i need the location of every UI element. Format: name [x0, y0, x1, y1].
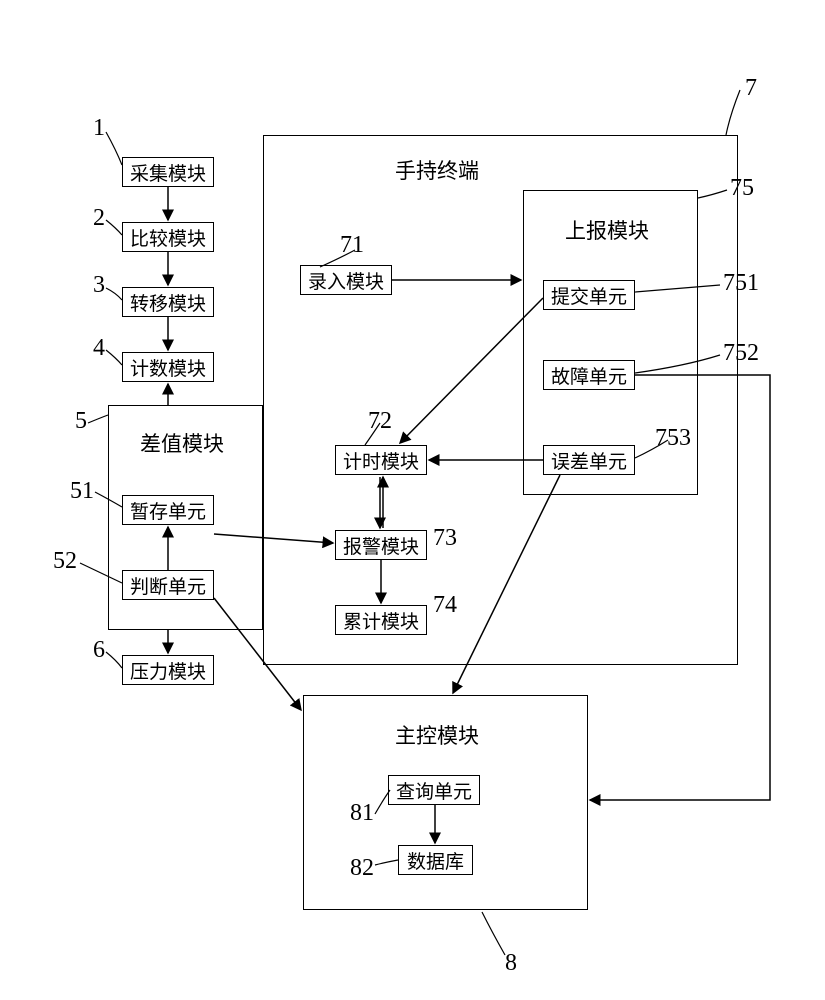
box-collect-module: 采集模块	[122, 157, 214, 187]
box-query-unit: 查询单元	[388, 775, 480, 805]
label: 故障单元	[551, 362, 627, 389]
box-pressure-module: 压力模块	[122, 655, 214, 685]
callout-752: 752	[723, 340, 759, 367]
callout-8: 8	[505, 950, 517, 977]
box-judge-unit: 判断单元	[122, 570, 214, 600]
title-diff-module: 差值模块	[140, 428, 224, 458]
box-cumulative-module: 累计模块	[335, 605, 427, 635]
callout-5: 5	[75, 408, 87, 435]
box-database: 数据库	[398, 845, 473, 875]
box-transfer-module: 转移模块	[122, 287, 214, 317]
title-handheld-terminal: 手持终端	[395, 155, 479, 185]
box-input-module: 录入模块	[300, 265, 392, 295]
label: 提交单元	[551, 282, 627, 309]
callout-82: 82	[350, 855, 374, 882]
title-main-control: 主控模块	[395, 720, 479, 750]
callout-74: 74	[433, 592, 457, 619]
box-temp-unit: 暂存单元	[122, 495, 214, 525]
callout-1: 1	[93, 115, 105, 142]
callout-52: 52	[53, 548, 77, 575]
callout-71: 71	[340, 232, 364, 259]
callout-72: 72	[368, 408, 392, 435]
box-timer-module: 计时模块	[335, 445, 427, 475]
label: 误差单元	[551, 447, 627, 474]
label: 数据库	[407, 847, 464, 874]
box-count-module: 计数模块	[122, 352, 214, 382]
label: 比较模块	[130, 224, 206, 251]
label: 暂存单元	[130, 497, 206, 524]
callout-753: 753	[655, 425, 691, 452]
box-error-unit: 误差单元	[543, 445, 635, 475]
label: 压力模块	[130, 657, 206, 684]
label: 判断单元	[130, 572, 206, 599]
callout-6: 6	[93, 637, 105, 664]
callout-751: 751	[723, 270, 759, 297]
label: 录入模块	[308, 267, 384, 294]
callout-2: 2	[93, 205, 105, 232]
label: 计时模块	[343, 447, 419, 474]
label: 采集模块	[130, 159, 206, 186]
callout-75: 75	[730, 175, 754, 202]
box-submit-unit: 提交单元	[543, 280, 635, 310]
title-report-module: 上报模块	[565, 215, 649, 245]
box-compare-module: 比较模块	[122, 222, 214, 252]
callout-73: 73	[433, 525, 457, 552]
callout-4: 4	[93, 335, 105, 362]
label: 累计模块	[343, 607, 419, 634]
box-fault-unit: 故障单元	[543, 360, 635, 390]
callout-51: 51	[70, 478, 94, 505]
label: 转移模块	[130, 289, 206, 316]
callout-7: 7	[745, 75, 757, 102]
callout-81: 81	[350, 800, 374, 827]
box-alarm-module: 报警模块	[335, 530, 427, 560]
label: 查询单元	[396, 777, 472, 804]
callout-3: 3	[93, 272, 105, 299]
label: 计数模块	[130, 354, 206, 381]
label: 报警模块	[343, 532, 419, 559]
